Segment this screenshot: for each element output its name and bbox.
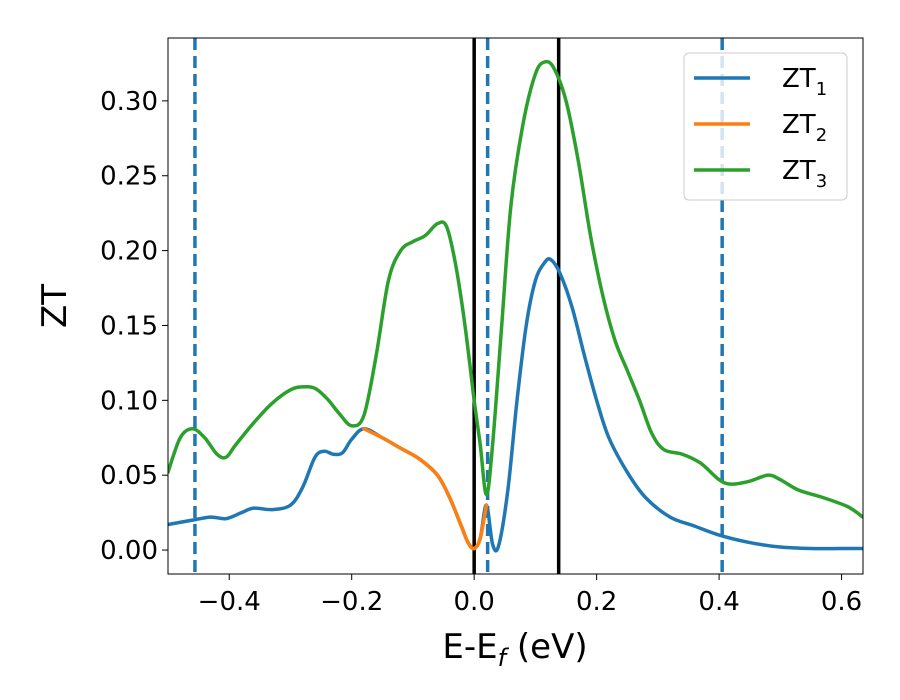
legend-label-zt2: ZT2 [782, 110, 827, 146]
y-tick-label: 0.20 [100, 237, 158, 267]
legend-label-zt1: ZT1 [782, 64, 827, 100]
legend: ZT1 ZT2 ZT3 [683, 52, 848, 201]
x-tick-label: 0.4 [698, 587, 739, 617]
y-tick-label: 0.05 [100, 461, 158, 491]
legend-box [683, 52, 848, 201]
x-tick-label: 0.0 [453, 587, 494, 617]
y-tick-label: 0.00 [100, 536, 158, 566]
y-tick-label: 0.25 [100, 162, 158, 192]
x-axis-ticks: −0.4 −0.2 0.0 0.2 0.4 0.6 [198, 574, 862, 617]
plot-frame [167, 37, 864, 575]
y-axis-ticks: 0.00 0.05 0.10 0.15 0.20 0.25 0.30 [100, 87, 168, 566]
y-tick-label: 0.30 [100, 87, 158, 117]
x-axis-label: E-Ef (eV) [442, 627, 587, 672]
x-tick-label: −0.2 [320, 587, 383, 617]
y-axis-label: ZT [35, 284, 75, 328]
reference-lines [193, 38, 724, 574]
series-zt3-line [168, 59, 863, 519]
legend-label-zt3: ZT3 [782, 156, 827, 192]
series-group [168, 59, 863, 553]
x-tick-label: 0.6 [821, 587, 862, 617]
x-tick-label: −0.4 [198, 587, 261, 617]
y-tick-label: 0.15 [100, 311, 158, 341]
y-tick-label: 0.10 [100, 386, 158, 416]
x-tick-label: 0.2 [576, 587, 617, 617]
series-zt2-line [362, 427, 489, 551]
